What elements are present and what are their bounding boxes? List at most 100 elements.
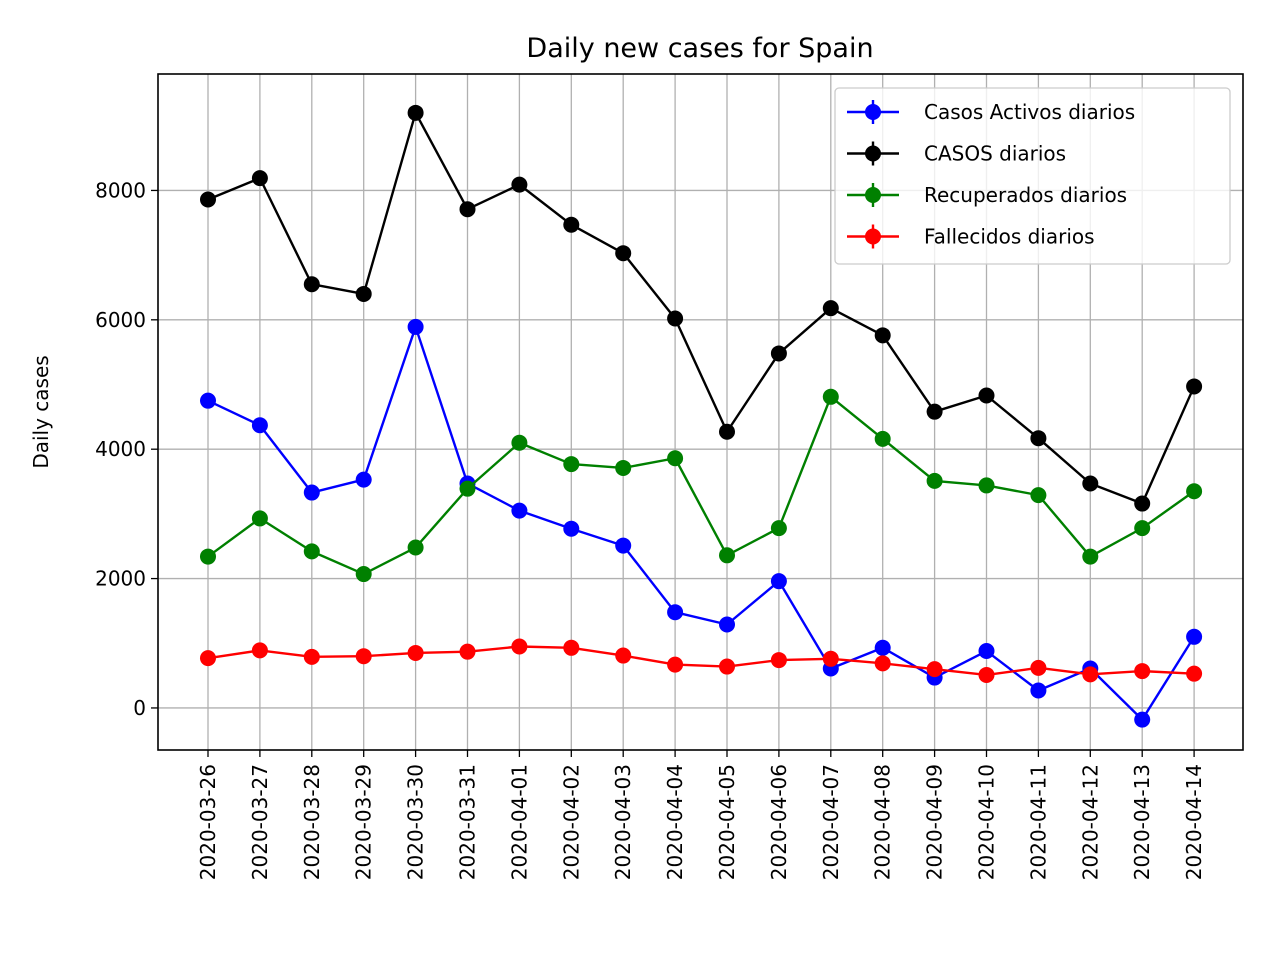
series-line	[207, 645, 1195, 677]
plot-frame	[157, 73, 1244, 751]
x-tick-label: 2020-04-13	[1130, 764, 1154, 880]
data-point	[667, 656, 684, 673]
data-point	[1134, 663, 1151, 680]
series-1	[200, 104, 1203, 512]
data-point	[1134, 711, 1151, 728]
data-point	[719, 658, 735, 675]
x-tick-label: 2020-04-11	[1026, 764, 1050, 880]
data-point	[822, 300, 839, 317]
data-point	[874, 639, 891, 656]
data-point	[1134, 495, 1151, 512]
data-point	[667, 604, 684, 621]
data-point	[1186, 628, 1203, 645]
data-point	[407, 104, 424, 121]
x-tick-label: 2020-04-01	[507, 764, 531, 880]
x-tick-label: 2020-04-10	[975, 764, 999, 880]
series-3	[200, 638, 1203, 683]
series-line	[207, 395, 1195, 576]
data-point	[303, 648, 320, 665]
data-point	[407, 318, 424, 335]
data-point	[200, 650, 216, 667]
data-point	[563, 639, 580, 656]
legend: Casos Activos diarios CASOS diarios Recupe…	[834, 87, 1231, 265]
legend-label: Fallecidos diarios	[924, 225, 1095, 249]
x-tick-label: 2020-04-04	[663, 764, 687, 880]
y-tick-label: 6000	[95, 308, 146, 332]
data-point	[459, 201, 476, 218]
data-point	[874, 327, 891, 344]
data-point	[978, 643, 995, 660]
x-tick-label: 2020-04-06	[767, 764, 791, 880]
legend-box	[834, 87, 1231, 265]
data-point	[719, 423, 735, 440]
data-point	[1082, 548, 1099, 565]
data-point	[667, 450, 684, 467]
x-tick-label: 2020-04-07	[819, 764, 843, 880]
data-point	[926, 403, 943, 420]
series-line	[207, 111, 1196, 505]
y-tick-label: 4000	[95, 437, 146, 461]
data-point	[1186, 665, 1203, 682]
axes: 2020-03-26 2020-03-27 2020-03-28 2020-03-29…	[95, 178, 1206, 880]
data-point	[978, 666, 995, 683]
data-point	[770, 520, 787, 537]
data-point	[355, 471, 372, 488]
data-point	[200, 392, 216, 409]
data-point	[874, 655, 891, 672]
y-tick-label: 0	[133, 696, 146, 720]
data-point	[978, 477, 995, 494]
data-point	[200, 191, 216, 208]
data-point	[615, 245, 632, 262]
data-point	[822, 388, 839, 405]
data-point	[1082, 666, 1099, 683]
data-point	[1186, 483, 1203, 500]
data-point	[251, 417, 268, 434]
x-tick-label: 2020-04-14	[1182, 764, 1206, 880]
data-point	[770, 652, 787, 669]
legend-label: Casos Activos diarios	[924, 100, 1135, 124]
data-point	[563, 520, 580, 537]
data-point	[874, 430, 891, 447]
x-tick-label: 2020-04-12	[1078, 764, 1102, 880]
data-point	[511, 434, 528, 451]
x-tick-label: 2020-04-03	[611, 764, 635, 880]
data-point	[1030, 487, 1047, 504]
data-point	[1030, 430, 1047, 447]
data-point	[615, 537, 632, 554]
x-tick-label: 2020-03-27	[248, 764, 272, 880]
data-point	[303, 543, 320, 560]
data-point	[355, 566, 372, 583]
data-point	[1134, 520, 1151, 537]
data-point	[511, 638, 528, 655]
series-2	[200, 388, 1203, 583]
data-point	[563, 456, 580, 473]
data-point	[926, 472, 943, 489]
data-point	[770, 573, 787, 590]
x-tick-label: 2020-03-29	[352, 764, 376, 880]
data-point	[251, 510, 268, 527]
data-point	[303, 484, 320, 501]
data-point	[251, 170, 268, 187]
legend-marker	[865, 228, 881, 245]
y-axis-label: Daily cases	[29, 355, 53, 468]
series-layer	[200, 104, 1203, 728]
x-tick-label: 2020-04-05	[715, 764, 739, 880]
legend-label: Recuperados diarios	[924, 183, 1127, 207]
data-point	[719, 616, 735, 633]
x-tick-label: 2020-03-26	[196, 764, 220, 880]
data-point	[459, 643, 476, 660]
data-point	[407, 644, 424, 661]
data-point	[615, 459, 632, 476]
data-point	[667, 310, 684, 327]
x-tick-label: 2020-03-31	[456, 764, 480, 880]
data-point	[200, 548, 216, 565]
legend-label: CASOS diarios	[924, 142, 1066, 166]
data-point	[303, 276, 320, 293]
data-point	[459, 480, 476, 497]
legend-marker	[865, 145, 881, 162]
data-point	[511, 176, 528, 193]
chart-title: Daily new cases for Spain	[526, 33, 873, 64]
data-point	[1030, 682, 1047, 699]
data-point	[615, 647, 632, 664]
